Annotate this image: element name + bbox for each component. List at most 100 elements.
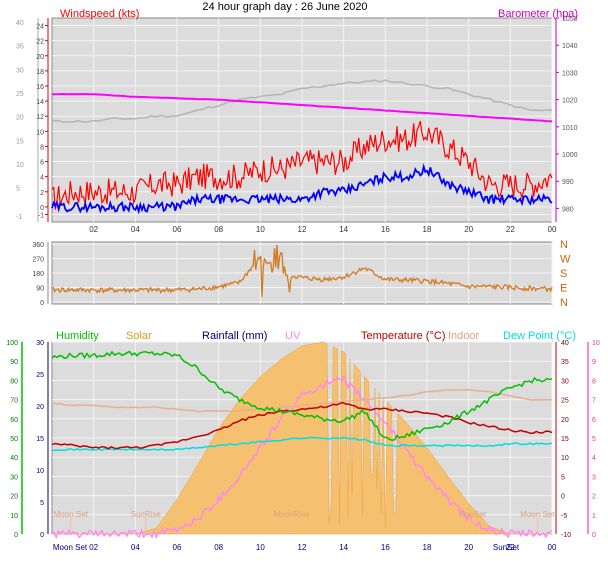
uv-tick-label: 7 — [592, 398, 596, 405]
x-tick-label: 06 — [173, 225, 182, 234]
x-tick-label: 22 — [506, 543, 515, 552]
x-tick-label: 20 — [464, 225, 473, 234]
uv-tick-label: 3 — [592, 474, 596, 481]
x-tick-label: 18 — [423, 543, 432, 552]
compass-label: S — [560, 268, 567, 280]
temperature-tick-label: 20 — [561, 417, 569, 424]
humidity-tick-label: 70 — [10, 398, 18, 405]
x-tick-label: 12 — [298, 225, 307, 234]
outer-left-tick-label: 10 — [16, 162, 24, 169]
legend-label: Solar — [126, 330, 152, 342]
compass-label: N — [560, 297, 568, 309]
left-tick-label: 12 — [36, 114, 44, 121]
outer-left-tick-label: 40 — [16, 20, 24, 27]
outer-left-tick-label: -1 — [16, 214, 22, 221]
annotation-label: Moon Set — [54, 510, 89, 519]
temperature-tick-label: 10 — [561, 455, 569, 462]
compass-label: W — [560, 254, 571, 266]
x-tick-label: 16 — [381, 225, 390, 234]
left-tick-label: -1 — [38, 212, 44, 219]
uv-tick-label: 1 — [592, 513, 596, 520]
grey-trace — [51, 79, 553, 123]
outer-left-tick-label: 30 — [16, 67, 24, 74]
sunset-tick-label: SunSet — [493, 543, 520, 552]
temperature-tick-label: 25 — [561, 398, 569, 405]
humidity-line — [51, 350, 553, 442]
temperature-tick-label: 35 — [561, 359, 569, 366]
humidity-tick-label: 10 — [10, 513, 18, 520]
compass-label: N — [560, 239, 568, 251]
left-tick-label: 22 — [36, 39, 44, 46]
uv-tick-label: 9 — [592, 359, 596, 366]
left-tick-label: 10 — [36, 129, 44, 136]
humidity-tick-label: 40 — [10, 455, 18, 462]
outer-left-tick-label: 15 — [16, 138, 24, 145]
annotation-label: MoonRise — [274, 510, 311, 519]
temperature-tick-label: 15 — [561, 436, 569, 443]
x-tick-label: 00 — [548, 543, 557, 552]
rainfall-tick-label: 25 — [36, 372, 44, 379]
x-tick-label: 20 — [464, 543, 473, 552]
indoor-line — [51, 389, 553, 413]
uv-tick-label: 6 — [592, 417, 596, 424]
right-tick-label: 1050 — [562, 16, 578, 23]
left-tick-label: 0 — [40, 205, 44, 212]
x-tick-label: 04 — [131, 543, 140, 552]
rainfall-tick-label: 0 — [40, 532, 44, 539]
humidity-tick-label: 50 — [10, 436, 18, 443]
uv-tick-label: 10 — [592, 340, 600, 347]
direction-tick-label: 0 — [40, 300, 44, 307]
rainfall-tick-label: 20 — [36, 404, 44, 411]
left-tick-label: 20 — [36, 54, 44, 61]
wind-barometer-panel: -1510152025303540-1024681012141618202224… — [16, 8, 578, 234]
legend-label: Dew Point (°C) — [503, 330, 576, 342]
x-tick-label: 06 — [173, 543, 182, 552]
right-tick-label: 980 — [562, 206, 574, 213]
uv-line — [51, 375, 553, 540]
x-tick-label: 04 — [131, 225, 140, 234]
outer-left-tick-label: 20 — [16, 115, 24, 122]
annotation-label: Moon Set — [520, 510, 555, 519]
wind-direction-line — [51, 244, 553, 298]
temperature-tick-label: 0 — [561, 494, 565, 501]
x-tick-label: 22 — [506, 225, 515, 234]
x-tick-label: 02 — [89, 225, 98, 234]
temperature-line — [51, 401, 553, 450]
humidity-tick-label: 0 — [14, 532, 18, 539]
outer-left-tick-label: 25 — [16, 91, 24, 98]
right-axis-title: Barometer (hpa) — [498, 8, 578, 20]
humidity-tick-label: 30 — [10, 474, 18, 481]
right-tick-label: 990 — [562, 179, 574, 186]
average-wind-line — [51, 163, 553, 215]
x-tick-label: 00 — [548, 225, 557, 234]
uv-tick-label: 0 — [592, 532, 596, 539]
uv-tick-label: 8 — [592, 378, 596, 385]
annotation-label: SunSet — [460, 510, 487, 519]
x-tick-label: 14 — [339, 543, 348, 552]
x-tick-label: 08 — [214, 225, 223, 234]
direction-tick-label: 360 — [32, 242, 44, 249]
rainfall-tick-label: 5 — [40, 500, 44, 507]
direction-tick-label: 180 — [32, 271, 44, 278]
humidity-tick-label: 80 — [10, 378, 18, 385]
left-tick-label: 16 — [36, 84, 44, 91]
uv-tick-label: 4 — [592, 455, 596, 462]
x-tick-label: 10 — [256, 543, 265, 552]
outer-left-tick-label: 35 — [16, 44, 24, 51]
outer-left-tick-label: 5 — [16, 186, 20, 193]
left-tick-label: 14 — [36, 99, 44, 106]
legend-label: UV — [285, 330, 301, 342]
right-tick-label: 1000 — [562, 152, 578, 159]
x-tick-label: 18 — [423, 225, 432, 234]
temperature-tick-label: -10 — [561, 532, 571, 539]
uv-tick-label: 2 — [592, 494, 596, 501]
direction-tick-label: 90 — [36, 286, 44, 293]
dew-point-line — [52, 436, 553, 452]
moon-set-tick-label: Moon Set — [53, 543, 88, 552]
rainfall-tick-label: 10 — [36, 468, 44, 475]
temperature-tick-label: 5 — [561, 474, 565, 481]
legend-label: Humidity — [56, 330, 99, 342]
temperature-tick-label: 40 — [561, 340, 569, 347]
